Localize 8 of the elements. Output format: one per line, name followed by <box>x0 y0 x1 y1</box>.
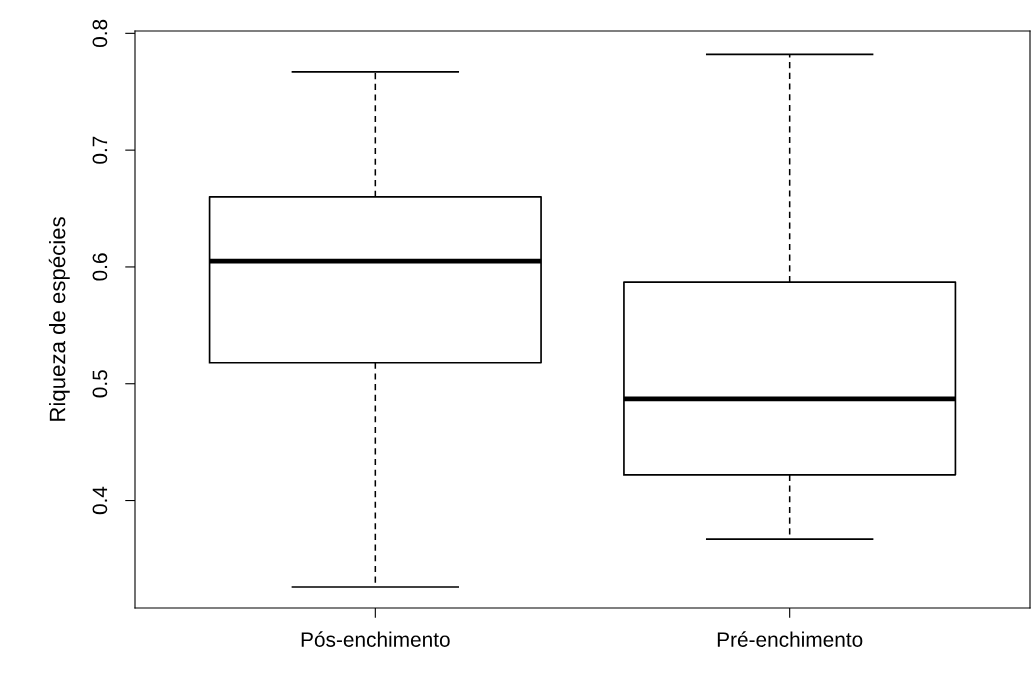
y-tick-label: 0.4 <box>92 486 108 515</box>
y-axis-title: Riqueza de espécies <box>48 217 70 421</box>
x-tick-label: Pós-enchimento <box>301 631 450 647</box>
x-tick-label: Pré-enchimento <box>717 631 863 647</box>
y-tick-label: 0.7 <box>92 136 108 164</box>
y-tick-label: 0.5 <box>92 370 108 398</box>
y-tick-label: 0.6 <box>92 253 108 281</box>
y-tick-label: 0.8 <box>92 19 108 47</box>
